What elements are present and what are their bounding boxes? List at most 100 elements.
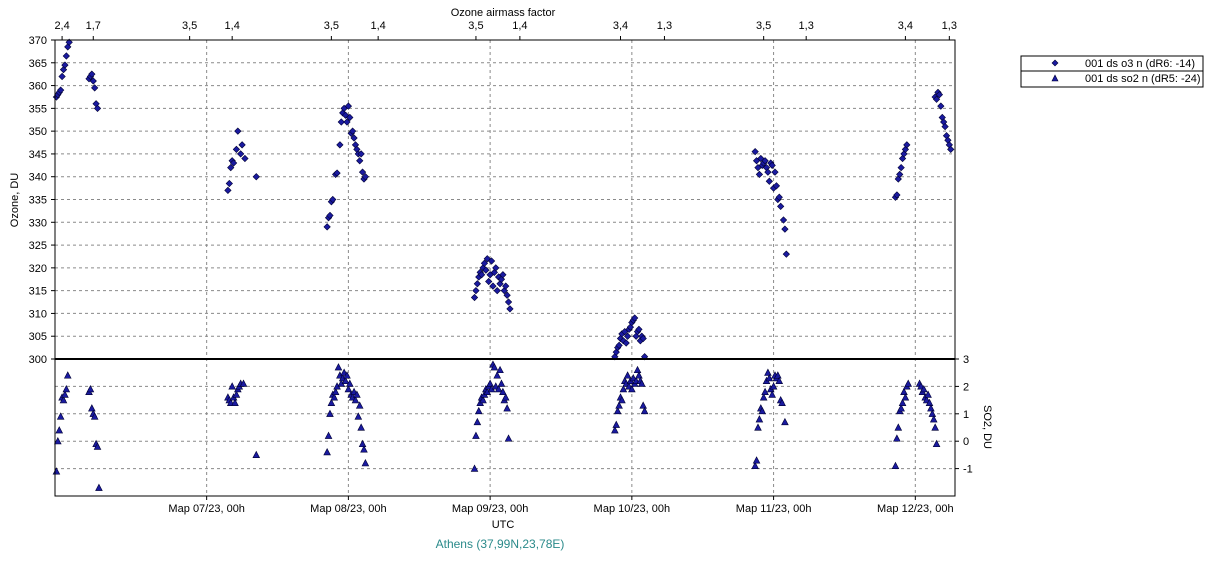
so2-point [499, 387, 507, 395]
time-tick-label: Мар 10/23, 00h [594, 503, 671, 515]
o3-point [88, 70, 96, 78]
airmass-tick-label: 1,4 [225, 20, 240, 32]
o3-point [237, 150, 245, 158]
so2-point [615, 401, 623, 409]
o3-point [229, 159, 238, 167]
o3-point [622, 339, 630, 347]
o3-point [779, 216, 788, 224]
so2-point [633, 365, 642, 374]
o3-point [479, 264, 487, 272]
o3-point [761, 157, 769, 165]
so2-point [228, 382, 236, 390]
legend: 001 ds o3 n (dR6: -14) 001 ds so2 n (dR5… [1020, 55, 1204, 88]
so2-point [931, 423, 939, 431]
so2-point [326, 409, 334, 417]
so2-point [925, 398, 934, 406]
o3-point [782, 250, 790, 258]
ozone-tick-label: 350 [29, 126, 47, 138]
ozone-tick-label: 315 [29, 286, 47, 298]
so2-point [504, 434, 513, 442]
airmass-axis: 2,4 1,7 3,5 1,4 3,5 1,4 3,5 1,4 3,4 1,3 3,5 1,3 3,4 1… [54, 20, 957, 40]
o3-point [503, 291, 511, 299]
o3-point [487, 257, 496, 265]
o3-point [901, 145, 910, 153]
o3-point [349, 127, 357, 135]
o3-point [757, 154, 765, 163]
o3-point [336, 141, 344, 149]
ozone-y-axis: 300 305 310 315 320 325 330 335 340 345 350 355 360 3… [29, 35, 55, 366]
so2-point [479, 395, 487, 404]
so2-point [754, 423, 762, 431]
airmass-tick-label: 1,4 [512, 20, 527, 32]
so2-point [612, 420, 621, 428]
o3-point [623, 332, 632, 340]
so2-point [474, 406, 483, 415]
o3-point [506, 305, 514, 313]
so2-point [761, 387, 769, 395]
o3-point [227, 163, 235, 172]
so2-point [55, 426, 64, 434]
so2-point [929, 415, 938, 423]
airmass-tick-label: 3,5 [324, 20, 339, 32]
o3-point [225, 179, 233, 188]
so2-point [490, 363, 499, 371]
time-tick-label: Мар 08/23, 00h [310, 503, 387, 515]
so2-point [252, 450, 261, 458]
o3-point [504, 298, 513, 306]
o3-point [89, 77, 97, 85]
legend-o3-label: 001 ds o3 n (dR6: -14) [1085, 58, 1195, 70]
o3-point [639, 334, 647, 343]
o3-point [473, 280, 481, 288]
o3-point [64, 43, 72, 51]
ozone-tick-label: 345 [29, 149, 47, 161]
o3-point [941, 122, 949, 131]
o3-point [344, 102, 353, 110]
so2-point [920, 384, 928, 393]
airmass-tick-label: 1,3 [942, 20, 957, 32]
so2-point [330, 393, 339, 401]
so2-point [781, 417, 789, 426]
airmass-tick-label: 1,4 [371, 20, 386, 32]
o3-point [62, 52, 70, 60]
ozone-tick-label: 365 [29, 58, 47, 70]
so2-point [93, 442, 102, 450]
so2-point [774, 371, 782, 379]
o3-point [771, 168, 779, 176]
airmass-tick-label: 3,4 [613, 20, 628, 32]
so2-point [341, 376, 350, 385]
so2-point [900, 387, 908, 395]
so2-y-axis: -1 0 1 2 3 [955, 354, 973, 476]
so2-point [473, 417, 482, 426]
so2-point [63, 371, 72, 379]
ozone-tick-label: 310 [29, 308, 47, 320]
so2-point [901, 393, 910, 401]
so2-point [893, 434, 901, 442]
so2-point [618, 395, 626, 404]
o3-point [470, 293, 479, 302]
o3-point [234, 127, 242, 135]
o3-point [896, 170, 904, 179]
airmass-tick-label: 3,5 [756, 20, 771, 32]
so2-point [752, 456, 761, 464]
so2-point [768, 390, 776, 398]
so2-point [327, 398, 336, 406]
o3-point [893, 191, 901, 199]
airmass-tick-label: 3,4 [898, 20, 913, 32]
o3-point [58, 72, 66, 81]
so2-point [360, 445, 368, 453]
o3-point [339, 109, 347, 117]
so2-point [95, 483, 103, 491]
ozone-tick-label: 340 [29, 172, 47, 184]
o3-point [350, 134, 358, 142]
so2-point [891, 461, 900, 469]
so2-point [486, 379, 494, 387]
legend-triangle-icon [1051, 74, 1059, 82]
airmass-tick-label: 1,7 [86, 20, 101, 32]
so2-point [494, 384, 503, 393]
ozone-tick-label: 325 [29, 240, 47, 252]
so2-point [351, 395, 360, 404]
so2-point [334, 363, 343, 371]
o3-point [781, 225, 789, 233]
so2-point [497, 379, 506, 387]
so2-point [775, 376, 784, 385]
